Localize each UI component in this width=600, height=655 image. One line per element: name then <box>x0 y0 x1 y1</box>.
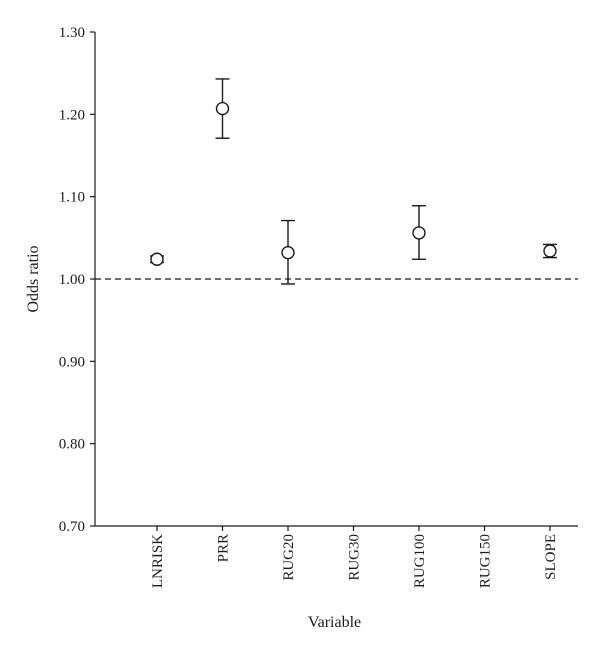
y-tick-label: 0.70 <box>59 519 85 535</box>
point-marker <box>543 244 557 258</box>
point-marker <box>281 245 295 260</box>
data-point-rug100 <box>412 205 426 260</box>
x-tick-label: LNRISK <box>150 534 166 588</box>
point-marker <box>412 226 426 240</box>
point-marker <box>150 252 164 266</box>
data-point-slope <box>543 243 557 259</box>
data-point-rug20 <box>281 219 295 285</box>
x-tick-label: PRR <box>216 534 232 562</box>
x-tick-label: SLOPE <box>543 534 559 580</box>
data-marks <box>150 78 557 285</box>
x-tick-label: RUG100 <box>412 534 428 588</box>
data-point-lnrisk <box>150 252 164 266</box>
x-tick-label: RUG30 <box>347 534 363 581</box>
x-tick-label: RUG20 <box>281 534 297 581</box>
y-tick-label: 1.20 <box>59 107 85 123</box>
y-tick-label: 0.80 <box>59 437 85 453</box>
y-tick-label: 1.30 <box>59 25 85 41</box>
x-tick-label: RUG150 <box>478 534 494 588</box>
y-tick-label: 0.90 <box>59 354 85 370</box>
y-tick-label: 1.00 <box>59 272 85 288</box>
y-tick-label: 1.10 <box>59 190 85 206</box>
x-axis-title: Variable <box>308 614 361 631</box>
y-axis-title: Odds ratio <box>25 245 42 312</box>
data-point-prr <box>215 78 230 139</box>
axes: 0.70 0.80 0.90 1.00 1.10 1.20 1.30 LNRISK PRR RUG… <box>59 25 578 588</box>
point-marker <box>215 101 230 116</box>
